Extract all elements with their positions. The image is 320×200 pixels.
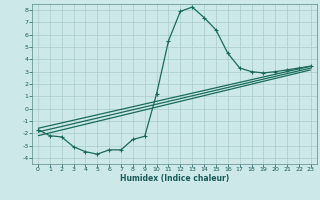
X-axis label: Humidex (Indice chaleur): Humidex (Indice chaleur) <box>120 174 229 183</box>
